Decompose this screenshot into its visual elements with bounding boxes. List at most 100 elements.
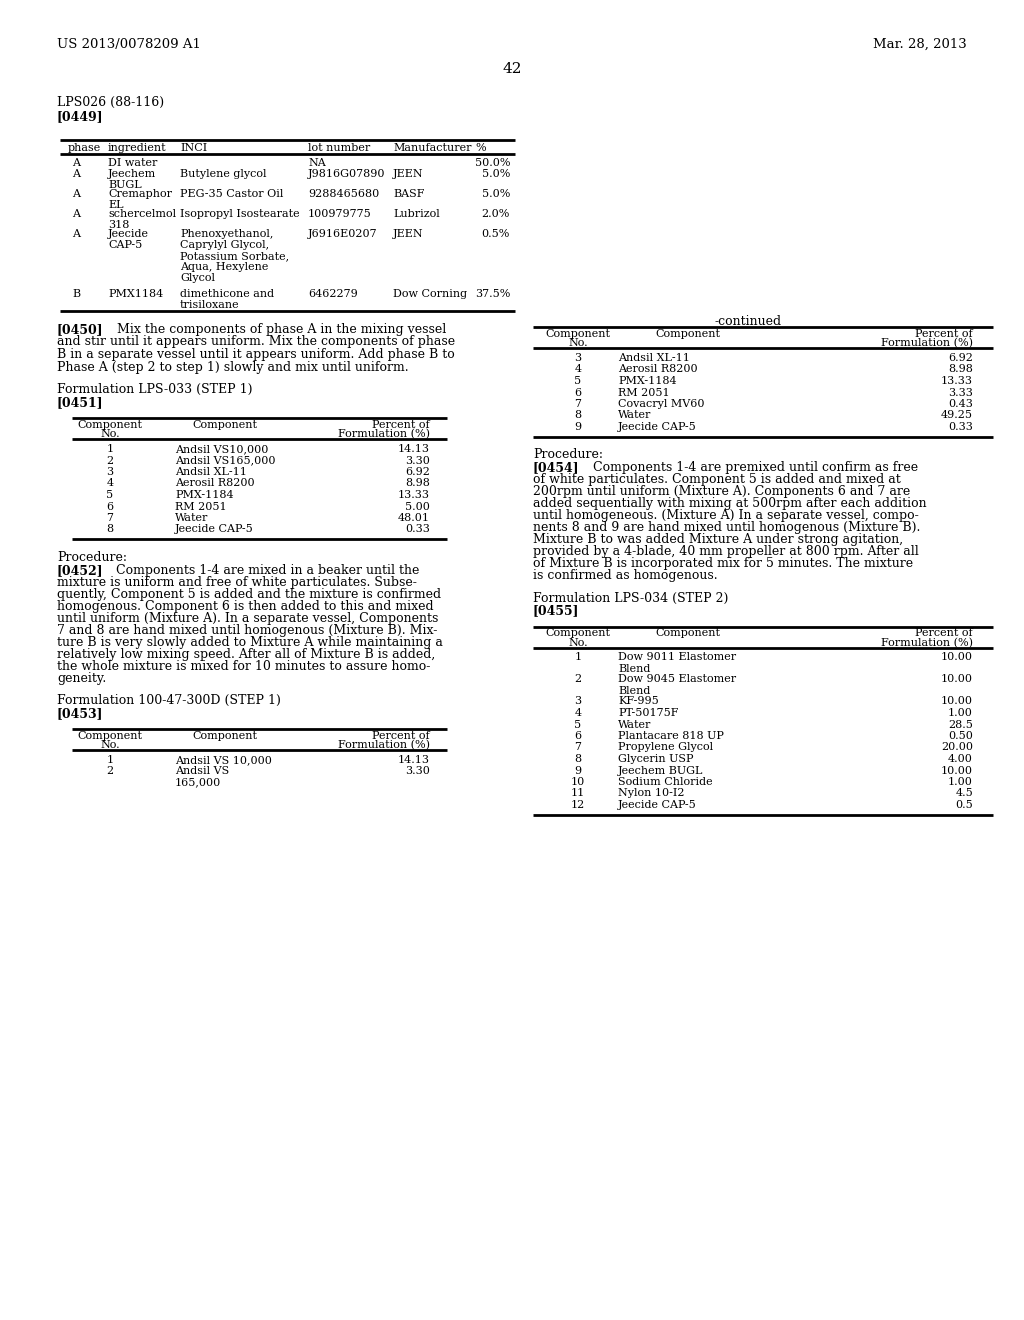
Text: 28.5: 28.5 (948, 719, 973, 730)
Text: 8: 8 (574, 754, 582, 764)
Text: 0.5: 0.5 (955, 800, 973, 810)
Text: Nylon 10-I2: Nylon 10-I2 (618, 788, 684, 799)
Text: Mix the components of phase A in the mixing vessel: Mix the components of phase A in the mix… (105, 323, 446, 337)
Text: A: A (72, 209, 80, 219)
Text: 20.00: 20.00 (941, 742, 973, 752)
Text: Andsil XL-11: Andsil XL-11 (618, 352, 690, 363)
Text: Phenoxyethanol,: Phenoxyethanol, (180, 228, 273, 239)
Text: provided by a 4-blade, 40 mm propeller at 800 rpm. After all: provided by a 4-blade, 40 mm propeller a… (534, 545, 919, 558)
Text: KF-995: KF-995 (618, 697, 658, 706)
Text: 0.5%: 0.5% (481, 228, 510, 239)
Text: No.: No. (568, 638, 588, 648)
Text: 5: 5 (574, 719, 582, 730)
Text: Component: Component (546, 329, 610, 339)
Text: Component: Component (546, 628, 610, 639)
Text: NA: NA (308, 158, 326, 168)
Text: 1: 1 (106, 444, 114, 454)
Text: Butylene glycol: Butylene glycol (180, 169, 266, 180)
Text: PEG-35 Castor Oil: PEG-35 Castor Oil (180, 189, 284, 199)
Text: 13.33: 13.33 (941, 376, 973, 385)
Text: US 2013/0078209 A1: US 2013/0078209 A1 (57, 38, 201, 51)
Text: 6: 6 (106, 502, 114, 511)
Text: Component: Component (193, 420, 257, 430)
Text: Plantacare 818 UP: Plantacare 818 UP (618, 731, 724, 741)
Text: Component: Component (78, 420, 142, 430)
Text: Percent of: Percent of (373, 731, 430, 741)
Text: Percent of: Percent of (373, 420, 430, 430)
Text: 4.00: 4.00 (948, 754, 973, 764)
Text: trisiloxane: trisiloxane (180, 300, 240, 310)
Text: Water: Water (175, 513, 208, 523)
Text: 200rpm until uniform (Mixture A). Components 6 and 7 are: 200rpm until uniform (Mixture A). Compon… (534, 486, 910, 499)
Text: and stir until it appears uniform. Mix the components of phase: and stir until it appears uniform. Mix t… (57, 335, 455, 348)
Text: 1: 1 (574, 652, 582, 663)
Text: 9: 9 (574, 766, 582, 776)
Text: Jeechem: Jeechem (108, 169, 157, 180)
Text: 7: 7 (574, 399, 582, 409)
Text: quently, Component 5 is added and the mixture is confirmed: quently, Component 5 is added and the mi… (57, 587, 441, 601)
Text: Potassium Sorbate,: Potassium Sorbate, (180, 251, 289, 261)
Text: Procedure:: Procedure: (57, 550, 127, 564)
Text: -continued: -continued (715, 315, 781, 327)
Text: BASF: BASF (393, 189, 425, 199)
Text: Mar. 28, 2013: Mar. 28, 2013 (873, 38, 967, 51)
Text: 5.00: 5.00 (406, 502, 430, 511)
Text: Aerosil R8200: Aerosil R8200 (175, 479, 255, 488)
Text: 9288465680: 9288465680 (308, 189, 379, 199)
Text: 7 and 8 are hand mixed until homogenous (Mixture B). Mix-: 7 and 8 are hand mixed until homogenous … (57, 624, 437, 638)
Text: Sodium Chloride: Sodium Chloride (618, 777, 713, 787)
Text: 5.0%: 5.0% (481, 189, 510, 199)
Text: Glycerin USP: Glycerin USP (618, 754, 693, 764)
Text: Water: Water (618, 719, 651, 730)
Text: A: A (72, 189, 80, 199)
Text: Jeecide CAP-5: Jeecide CAP-5 (175, 524, 254, 535)
Text: 10.00: 10.00 (941, 652, 973, 663)
Text: Component: Component (193, 731, 257, 741)
Text: PMX-1184: PMX-1184 (618, 376, 677, 385)
Text: homogenous. Component 6 is then added to this and mixed: homogenous. Component 6 is then added to… (57, 601, 433, 612)
Text: Blend: Blend (618, 664, 650, 673)
Text: Component: Component (655, 329, 721, 339)
Text: Formulation (%): Formulation (%) (881, 638, 973, 648)
Text: 6.92: 6.92 (406, 467, 430, 477)
Text: 5: 5 (574, 376, 582, 385)
Text: Jeecide CAP-5: Jeecide CAP-5 (618, 800, 696, 810)
Text: Caprylyl Glycol,: Caprylyl Glycol, (180, 240, 269, 249)
Text: 37.5%: 37.5% (475, 289, 510, 300)
Text: of Mixture B is incorporated mix for 5 minutes. The mixture: of Mixture B is incorporated mix for 5 m… (534, 557, 913, 570)
Text: Formulation (%): Formulation (%) (338, 741, 430, 750)
Text: 10.00: 10.00 (941, 697, 973, 706)
Text: 13.33: 13.33 (398, 490, 430, 500)
Text: until uniform (Mixture A). In a separate vessel, Components: until uniform (Mixture A). In a separate… (57, 612, 438, 624)
Text: lot number: lot number (308, 143, 371, 153)
Text: Aerosil R8200: Aerosil R8200 (618, 364, 697, 375)
Text: J6916E0207: J6916E0207 (308, 228, 378, 239)
Text: Andsil VS165,000: Andsil VS165,000 (175, 455, 275, 466)
Text: Blend: Blend (618, 685, 650, 696)
Text: DI water: DI water (108, 158, 158, 168)
Text: A: A (72, 158, 80, 168)
Text: Propylene Glycol: Propylene Glycol (618, 742, 713, 752)
Text: 4.5: 4.5 (955, 788, 973, 799)
Text: 2: 2 (106, 455, 114, 466)
Text: schercelmol: schercelmol (108, 209, 176, 219)
Text: Jeechem BUGL: Jeechem BUGL (618, 766, 703, 776)
Text: 3.30: 3.30 (406, 455, 430, 466)
Text: 2: 2 (574, 675, 582, 685)
Text: A: A (72, 169, 80, 180)
Text: 42: 42 (502, 62, 522, 77)
Text: Components 1-4 are premixed until confirm as free: Components 1-4 are premixed until confir… (581, 462, 919, 474)
Text: Jeecide: Jeecide (108, 228, 150, 239)
Text: nents 8 and 9 are hand mixed until homogenous (Mixture B).: nents 8 and 9 are hand mixed until homog… (534, 521, 921, 535)
Text: Jeecide CAP-5: Jeecide CAP-5 (618, 422, 696, 432)
Text: 14.13: 14.13 (398, 755, 430, 766)
Text: 4: 4 (106, 479, 114, 488)
Text: Components 1-4 are mixed in a beaker until the: Components 1-4 are mixed in a beaker unt… (104, 564, 420, 577)
Text: 100979775: 100979775 (308, 209, 372, 219)
Text: [0451]: [0451] (57, 396, 103, 409)
Text: Dow 9045 Elastomer: Dow 9045 Elastomer (618, 675, 736, 685)
Text: 0.33: 0.33 (406, 524, 430, 535)
Text: 1.00: 1.00 (948, 777, 973, 787)
Text: phase: phase (68, 143, 101, 153)
Text: 14.13: 14.13 (398, 444, 430, 454)
